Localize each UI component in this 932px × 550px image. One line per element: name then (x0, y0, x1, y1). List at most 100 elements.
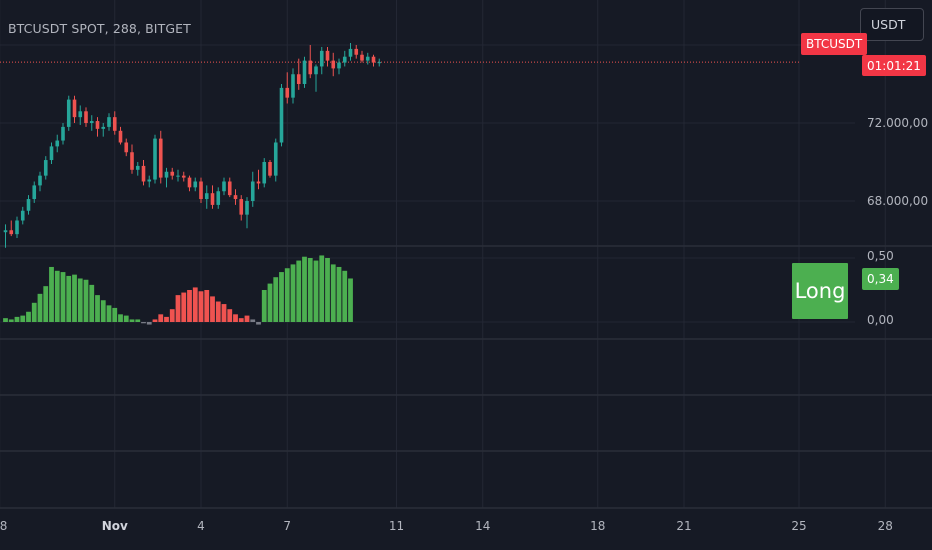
candle[interactable] (239, 195, 244, 221)
candle-body (43, 160, 48, 176)
candle[interactable] (285, 72, 290, 104)
candle[interactable] (354, 45, 359, 59)
candle[interactable] (377, 58, 382, 67)
candle[interactable] (279, 84, 284, 147)
candle[interactable] (199, 177, 203, 203)
candle[interactable] (176, 169, 180, 182)
candle-body (377, 62, 382, 64)
candle[interactable] (204, 185, 209, 209)
candle[interactable] (164, 167, 169, 188)
candle[interactable] (365, 52, 370, 65)
candle[interactable] (342, 50, 347, 67)
histogram-bar (233, 314, 238, 322)
candle-body (9, 230, 14, 235)
histogram-bar (20, 315, 26, 322)
histogram-bar (141, 322, 146, 324)
histogram-bar (152, 319, 158, 322)
candle[interactable] (216, 187, 221, 209)
candle[interactable] (337, 58, 341, 75)
candle[interactable] (55, 134, 60, 153)
candle[interactable] (43, 156, 48, 180)
candle[interactable] (61, 123, 65, 145)
candle[interactable] (38, 171, 42, 192)
candle[interactable] (147, 175, 152, 188)
candle[interactable] (95, 117, 100, 137)
candle[interactable] (101, 123, 106, 137)
histogram-bar (330, 264, 336, 322)
candle[interactable] (262, 158, 267, 188)
candle[interactable] (49, 142, 54, 164)
candle[interactable] (66, 95, 71, 131)
histogram-bar (250, 319, 256, 322)
candlestick-series[interactable] (3, 43, 382, 248)
histogram-bar (106, 305, 112, 322)
candle[interactable] (331, 52, 336, 77)
histogram-bar (325, 258, 330, 322)
candle-body (365, 56, 370, 61)
candle[interactable] (210, 185, 215, 209)
candle[interactable] (222, 177, 226, 196)
candle[interactable] (170, 167, 175, 180)
candle[interactable] (181, 171, 186, 182)
candle[interactable] (141, 160, 146, 186)
candle[interactable] (245, 197, 249, 229)
candle[interactable] (371, 54, 376, 67)
candle[interactable] (291, 68, 295, 104)
candle[interactable] (268, 160, 272, 178)
candle[interactable] (130, 144, 134, 174)
candle-body (38, 175, 42, 186)
candle-body (262, 162, 267, 184)
long-signal-box: Long (792, 263, 848, 319)
histogram-bar (244, 315, 250, 322)
candle[interactable] (296, 58, 301, 90)
candle[interactable] (227, 177, 232, 198)
candle[interactable] (302, 56, 307, 88)
candle[interactable] (15, 216, 19, 239)
candle[interactable] (250, 171, 255, 207)
histogram-bar (31, 302, 37, 322)
candle[interactable] (89, 115, 94, 131)
candle[interactable] (360, 50, 364, 63)
histogram-bar (336, 266, 342, 322)
histogram-bar (215, 301, 221, 322)
candle[interactable] (325, 46, 330, 67)
time-axis-label: 25 (791, 519, 807, 533)
candle-body (256, 181, 261, 184)
candle[interactable] (158, 130, 163, 184)
candle[interactable] (308, 45, 313, 79)
candle-body (331, 60, 336, 69)
candle[interactable] (187, 175, 192, 192)
candle[interactable] (72, 95, 77, 123)
candle[interactable] (9, 220, 14, 237)
candle[interactable] (107, 113, 111, 131)
candle[interactable] (20, 206, 25, 225)
candle[interactable] (3, 224, 8, 248)
candle[interactable] (348, 43, 353, 61)
candle-body (285, 87, 290, 98)
indicator-histogram[interactable] (3, 255, 353, 325)
candle[interactable] (112, 111, 117, 135)
candle[interactable] (135, 162, 140, 176)
candle[interactable] (314, 64, 318, 92)
histogram-bar (83, 279, 89, 322)
histogram-bar (60, 272, 66, 322)
candle-body (325, 50, 330, 61)
candle-body (250, 181, 255, 201)
candle[interactable] (193, 177, 198, 192)
candle[interactable] (78, 105, 83, 125)
histogram-bar (313, 260, 319, 322)
candle[interactable] (26, 195, 31, 215)
candle[interactable] (273, 138, 278, 182)
candle[interactable] (256, 169, 261, 190)
candle-body (3, 230, 8, 233)
candle-body (204, 193, 209, 200)
candle[interactable] (32, 181, 37, 203)
candle[interactable] (84, 107, 88, 127)
candle[interactable] (124, 138, 129, 157)
candle[interactable] (118, 126, 123, 145)
candle[interactable] (153, 134, 157, 184)
candle[interactable] (319, 46, 324, 75)
currency-selector-button[interactable]: USDT (860, 8, 924, 41)
candle[interactable] (233, 189, 238, 205)
